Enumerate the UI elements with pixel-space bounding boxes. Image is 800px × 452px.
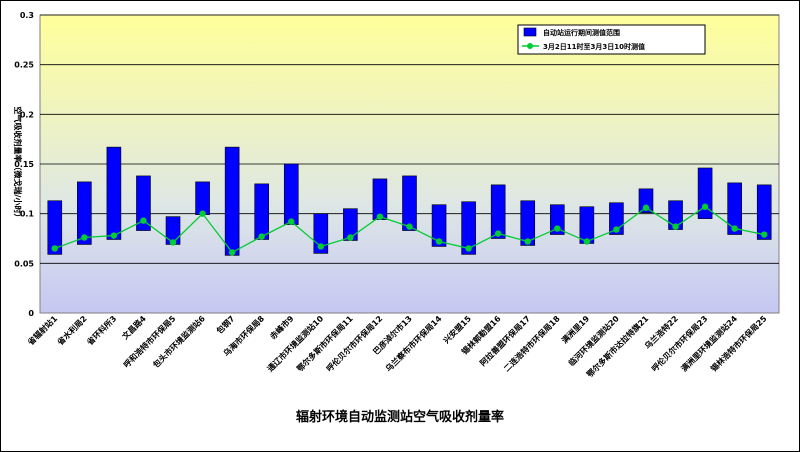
range-bar <box>638 188 654 213</box>
y-axis-ticks: 0 0.05 0.1 0.15 0.2 0.25 0.3 <box>14 11 34 318</box>
x-category-label: 二连浩特市环保局18 <box>502 313 563 374</box>
y-axis-label: 空气吸收剂量率（微戈瑞/小时） <box>13 107 23 222</box>
data-point <box>51 245 58 252</box>
data-point <box>701 203 709 210</box>
range-bar <box>461 201 476 255</box>
x-category-label: 鄂尔多斯市环保局11 <box>295 313 356 374</box>
y-tick-label: 0.3 <box>20 11 34 20</box>
data-point <box>169 239 177 246</box>
data-point <box>613 226 620 233</box>
range-bar <box>727 182 742 235</box>
data-point <box>110 232 118 239</box>
y-tick-label: 0.2 <box>20 110 34 119</box>
range-bar <box>136 175 151 231</box>
data-point <box>554 225 561 232</box>
x-category-label: 赤峰市9 <box>268 313 296 341</box>
range-bar <box>224 146 240 256</box>
data-point <box>524 238 531 245</box>
range-bar <box>106 146 122 240</box>
chart-title: 辐射环境自动监测站空气吸收剂量率 <box>296 409 504 425</box>
data-point <box>81 234 88 241</box>
x-category-label: 呼伦贝尔市环保局23 <box>649 313 709 373</box>
data-point <box>406 223 413 230</box>
range-bar <box>490 184 506 239</box>
y-tick-label: 0 <box>28 309 34 318</box>
data-point <box>465 245 472 252</box>
range-bar <box>402 175 417 231</box>
range-bar <box>47 200 63 255</box>
data-point <box>376 213 384 220</box>
x-category-label: 文昌路4 <box>120 313 148 341</box>
y-tick-label: 0.25 <box>14 61 34 70</box>
x-category-label: 呼伦贝尔市环保局12 <box>324 313 384 373</box>
range-bar <box>579 206 595 244</box>
legend-line-label: 3月2日11时至3月3日10时测值 <box>543 42 645 51</box>
range-bar <box>697 167 713 219</box>
y-tick-label: 0.05 <box>14 259 34 268</box>
legend-bar-swatch <box>523 27 537 37</box>
data-point <box>435 238 443 245</box>
data-point <box>583 238 591 245</box>
data-point <box>199 210 206 217</box>
range-bar <box>77 181 92 245</box>
x-category-label: 锡林浩特市环保局25 <box>708 313 769 374</box>
x-category-label: 临河环境监测站20 <box>566 313 621 368</box>
data-point <box>347 234 354 241</box>
data-point <box>317 243 325 250</box>
legend: 自动站运行期间测值范围 3月2日11时至3月3日10时测值 <box>517 24 706 55</box>
data-point <box>258 233 265 240</box>
x-category-label: 包头市环境监测站6 <box>150 313 207 370</box>
x-category-label: 包钢7 <box>214 313 237 336</box>
range-bar <box>254 183 269 240</box>
line-series <box>51 203 768 256</box>
data-point <box>228 249 236 256</box>
range-bar <box>549 204 565 235</box>
y-tick-label: 0.1 <box>20 210 35 219</box>
x-category-label: 省水利局2 <box>54 313 88 347</box>
x-category-label: 满洲里环境监测站24 <box>679 313 740 374</box>
x-category-label: 呼和浩特市环保局5 <box>121 313 178 370</box>
legend-bar-label: 自动站运行期间测值范围 <box>543 28 620 37</box>
x-category-label: 通辽市环境监测站10 <box>265 313 326 374</box>
y-tick-label: 0.15 <box>14 160 34 169</box>
legend-box <box>517 24 706 55</box>
x-category-label: 省辐射站1 <box>25 313 60 348</box>
range-bar <box>756 184 772 240</box>
legend-line-marker <box>527 43 533 49</box>
x-category-label: 乌兰察布市环保局14 <box>383 313 444 374</box>
data-point <box>642 204 650 211</box>
range-bar <box>520 200 536 246</box>
range-bar <box>431 204 447 247</box>
data-point <box>672 223 679 230</box>
range-bar <box>195 181 210 215</box>
data-point <box>731 225 738 232</box>
data-point <box>288 218 295 225</box>
data-point <box>140 217 147 224</box>
x-category-label: 阿拉善盟环保局17 <box>478 313 533 368</box>
data-point <box>494 230 502 237</box>
range-bar <box>283 163 299 225</box>
data-point <box>761 231 768 238</box>
x-category-label: 省环科所3 <box>84 313 118 347</box>
